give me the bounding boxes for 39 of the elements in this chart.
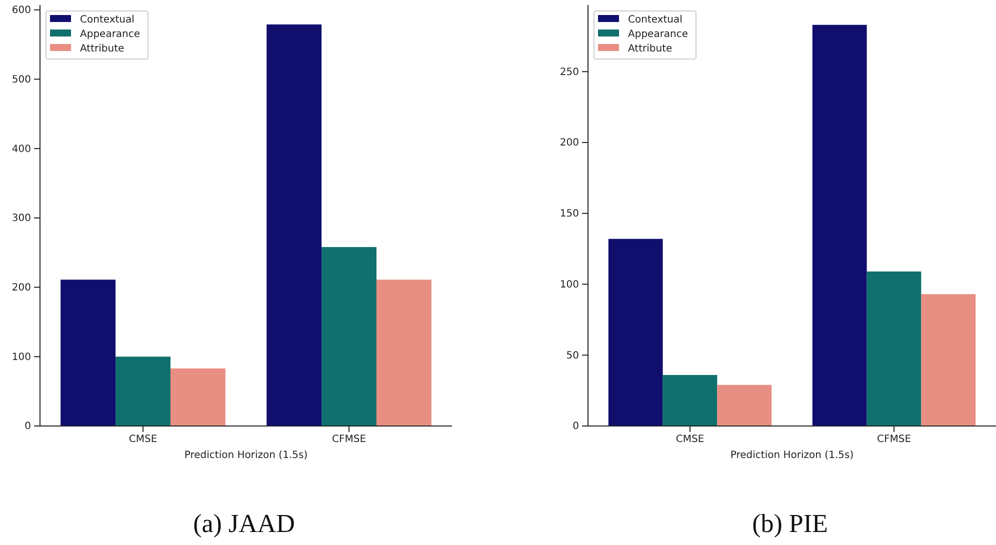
- x-axis-title: Prediction Horizon (1.5s): [184, 450, 308, 461]
- bar: [921, 294, 976, 426]
- legend-label: Attribute: [80, 44, 124, 54]
- bar: [60, 280, 116, 426]
- x-tick-label: CFMSE: [876, 434, 912, 446]
- y-tick-label: 150: [560, 208, 579, 220]
- bar: [608, 238, 663, 426]
- y-tick-label: 600: [12, 5, 31, 16]
- legend-label: Appearance: [628, 29, 688, 40]
- y-tick-label: 250: [560, 66, 579, 78]
- y-tick-label: 300: [12, 213, 31, 224]
- legend-label: Contextual: [80, 14, 134, 26]
- bar: [717, 384, 772, 426]
- y-tick-label: 500: [12, 74, 31, 86]
- bar: [662, 374, 718, 426]
- bar: [116, 356, 170, 426]
- legend-label: Appearance: [80, 29, 140, 40]
- y-tick-label: 0: [572, 421, 579, 432]
- y-tick-label: 50: [566, 350, 579, 362]
- x-tick-label: CFMSE: [332, 434, 366, 446]
- x-axis-title: Prediction Horizon (1.5s): [730, 450, 854, 461]
- bar: [266, 24, 322, 426]
- x-tick-label: CMSE: [676, 434, 704, 446]
- text: (a) JAAD: [193, 509, 295, 538]
- y-tick-label: 200: [560, 138, 579, 149]
- bar: [866, 271, 922, 426]
- legend-label: Contextual: [628, 14, 682, 26]
- bar: [376, 280, 432, 426]
- y-tick-label: 100: [12, 352, 31, 363]
- y-tick-label: 200: [12, 282, 31, 294]
- bar: [812, 24, 867, 426]
- text: (b) PIE: [752, 509, 828, 538]
- y-tick-label: 400: [12, 144, 31, 155]
- bar: [322, 247, 376, 426]
- bar: [170, 368, 226, 426]
- x-tick-label: CMSE: [128, 434, 158, 446]
- y-tick-label: 100: [560, 279, 579, 290]
- y-tick-label: 0: [24, 421, 31, 432]
- legend-label: Attribute: [628, 44, 672, 54]
